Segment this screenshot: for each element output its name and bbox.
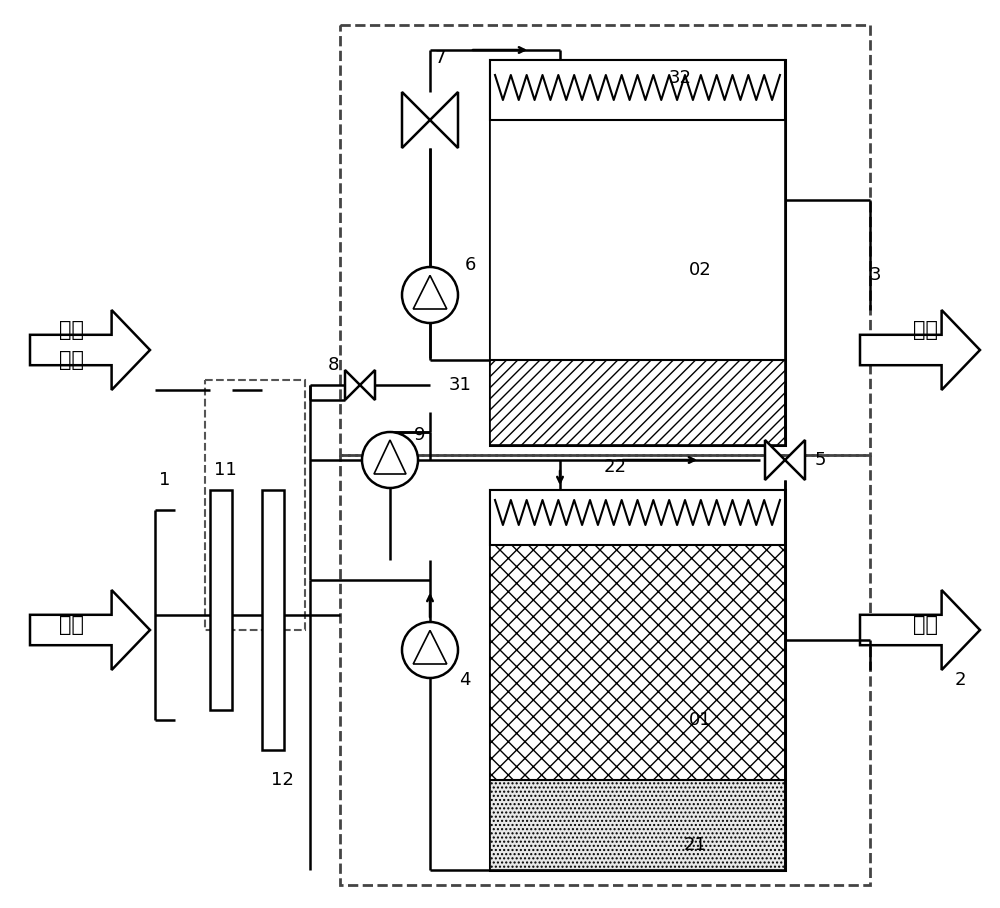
Circle shape bbox=[402, 622, 458, 678]
Text: 9: 9 bbox=[414, 426, 426, 444]
Bar bbox=[490, 120, 785, 360]
Polygon shape bbox=[860, 310, 980, 390]
Bar bbox=[340, 25, 870, 455]
Polygon shape bbox=[860, 590, 980, 670]
Polygon shape bbox=[413, 630, 447, 664]
Bar bbox=[205, 380, 305, 630]
Polygon shape bbox=[402, 92, 458, 148]
Text: 进风: 进风 bbox=[60, 615, 84, 635]
Bar bbox=[210, 490, 232, 710]
Bar bbox=[490, 545, 785, 780]
Text: 11: 11 bbox=[214, 461, 236, 479]
Bar bbox=[490, 60, 785, 445]
Polygon shape bbox=[413, 275, 447, 309]
Polygon shape bbox=[30, 310, 150, 390]
Circle shape bbox=[402, 267, 458, 323]
Bar bbox=[490, 780, 785, 870]
Bar bbox=[490, 360, 785, 445]
Text: 6: 6 bbox=[464, 256, 476, 274]
Text: 3: 3 bbox=[869, 266, 881, 284]
Text: 7: 7 bbox=[434, 49, 446, 67]
Text: 再生: 再生 bbox=[60, 320, 84, 340]
Polygon shape bbox=[30, 590, 150, 670]
Text: 22: 22 bbox=[604, 458, 626, 476]
Text: 02: 02 bbox=[689, 261, 711, 279]
Polygon shape bbox=[345, 370, 375, 400]
Text: 5: 5 bbox=[814, 451, 826, 469]
Bar bbox=[340, 455, 870, 885]
Text: 4: 4 bbox=[459, 671, 471, 689]
Text: 送风: 送风 bbox=[912, 615, 938, 635]
Text: 31: 31 bbox=[449, 376, 471, 394]
Circle shape bbox=[362, 432, 418, 488]
Polygon shape bbox=[374, 440, 406, 474]
Text: 空气: 空气 bbox=[60, 350, 84, 370]
Bar bbox=[490, 490, 785, 870]
Text: 1: 1 bbox=[159, 471, 171, 489]
Text: 32: 32 bbox=[668, 69, 692, 87]
Text: 排风: 排风 bbox=[912, 320, 938, 340]
Bar bbox=[490, 490, 785, 545]
Bar bbox=[490, 60, 785, 120]
Text: 21: 21 bbox=[684, 836, 706, 854]
Bar bbox=[262, 490, 284, 750]
Polygon shape bbox=[765, 440, 805, 480]
Text: 8: 8 bbox=[327, 356, 339, 374]
Text: 01: 01 bbox=[689, 711, 711, 729]
Text: 12: 12 bbox=[271, 771, 293, 789]
Text: 2: 2 bbox=[954, 671, 966, 689]
